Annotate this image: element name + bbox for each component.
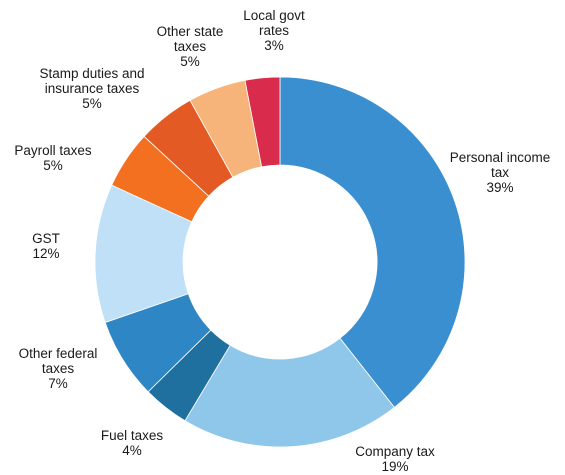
slice-label-stamp-duties-and-insurance-taxes: Stamp duties and insurance taxes 5%: [39, 66, 144, 111]
slice-label-personal-income-tax: Personal income tax 39%: [450, 150, 551, 195]
slice-label-payroll-taxes: Payroll taxes 5%: [14, 143, 92, 173]
slice-local-govt-rates: [244, 76, 281, 168]
slice-company-tax: [184, 337, 395, 448]
slice-label-local-govt-rates: Local govt rates 3%: [243, 8, 305, 53]
slice-label-company-tax: Company tax 19%: [355, 444, 435, 474]
slice-label-other-federal-taxes: Other federal taxes 7%: [19, 346, 98, 391]
slice-label-fuel-taxes: Fuel taxes 4%: [101, 428, 164, 458]
slice-personal-income-tax: [279, 76, 466, 408]
slice-label-gst: GST 12%: [32, 231, 60, 261]
slice-label-other-state-taxes: Other state taxes 5%: [157, 24, 224, 69]
